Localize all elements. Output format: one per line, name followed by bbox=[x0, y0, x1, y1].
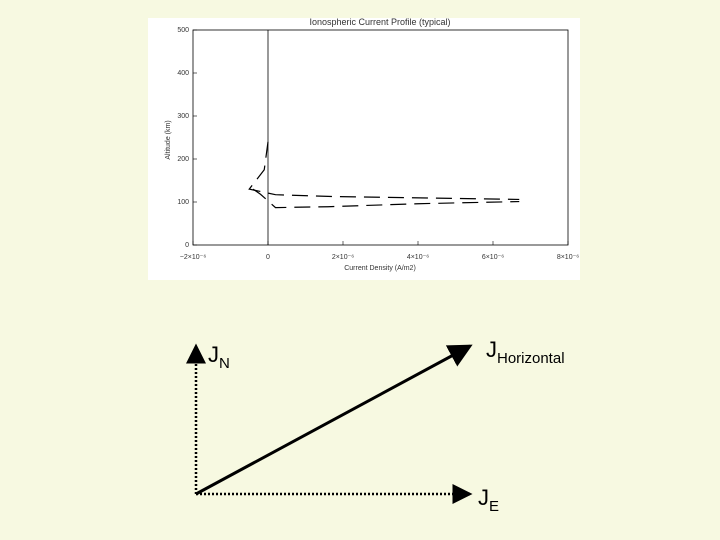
y-tick-label: 0 bbox=[185, 242, 189, 249]
jh-arrow bbox=[195, 344, 473, 496]
x-tick-label: 6×10⁻⁶ bbox=[482, 254, 504, 261]
label-sub: E bbox=[489, 498, 499, 515]
y-tick-label: 400 bbox=[177, 70, 189, 77]
y-tick-label: 300 bbox=[177, 113, 189, 120]
series-line bbox=[248, 141, 520, 201]
plot-frame bbox=[192, 29, 569, 246]
jh-label: JHorizontal bbox=[486, 337, 565, 367]
x-tick-label: 4×10⁻⁶ bbox=[407, 254, 429, 261]
chart-image bbox=[148, 18, 580, 280]
label-main: J bbox=[478, 485, 489, 510]
label-sub: N bbox=[219, 355, 230, 372]
y-tick-label: 200 bbox=[177, 156, 189, 163]
label-main: J bbox=[208, 342, 219, 367]
series-line bbox=[252, 188, 520, 209]
x-tick-label: 8×10⁻⁶ bbox=[557, 254, 579, 261]
je-label: JE bbox=[478, 485, 499, 515]
y-tick-label: 100 bbox=[177, 199, 189, 206]
label-main: J bbox=[486, 337, 497, 362]
x-tick-label: 0 bbox=[266, 254, 270, 261]
chart-title: Ionospheric Current Profile (typical) bbox=[309, 17, 450, 27]
label-sub: Horizontal bbox=[497, 350, 565, 367]
y-axis-label: Altitude (km) bbox=[165, 120, 172, 159]
x-tick-label: −2×10⁻⁶ bbox=[180, 254, 207, 261]
x-axis-label: Current Density (A/m2) bbox=[344, 265, 416, 272]
y-tick-label: 500 bbox=[177, 27, 189, 34]
jn-label: JN bbox=[208, 342, 230, 372]
x-tick-label: 2×10⁻⁶ bbox=[332, 254, 354, 261]
